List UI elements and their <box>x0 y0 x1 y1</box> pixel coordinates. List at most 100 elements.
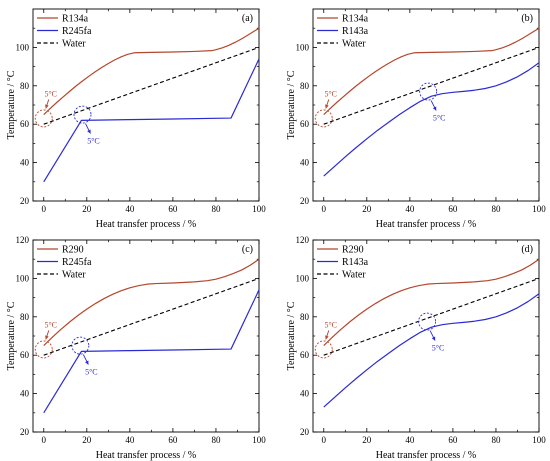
annotation-arrowhead <box>325 104 329 109</box>
series-line-r245fa <box>43 289 260 414</box>
annotation-label: 5°C <box>87 137 100 146</box>
plot-frame <box>32 8 260 202</box>
legend-label-r245fa: R245fa <box>62 257 92 268</box>
pinch-point-circle <box>419 82 438 101</box>
x-tick-label: 100 <box>532 204 546 214</box>
legend-label-r245fa: R245fa <box>62 26 92 37</box>
x-tick-label: 80 <box>491 204 501 214</box>
x-axis-label: Heat transfer process / % <box>96 450 197 461</box>
series-line-r134a <box>43 27 260 116</box>
x-axis-label: Heat transfer process / % <box>96 219 197 230</box>
y-tick-label: 100 <box>296 273 310 283</box>
annotation-label: 5°C <box>433 114 446 123</box>
x-tick-label: 100 <box>532 435 546 445</box>
y-tick-label: 20 <box>300 196 310 206</box>
x-tick-label: 40 <box>125 204 135 214</box>
legend-label-r143a: R143a <box>342 257 369 268</box>
x-tick-label: 60 <box>448 204 458 214</box>
y-tick-label: 40 <box>20 158 30 168</box>
x-tick-label: 40 <box>125 435 135 445</box>
y-tick-label: 120 <box>16 235 30 245</box>
annotation-arrowhead <box>45 104 49 109</box>
panel-label: (c) <box>242 244 253 255</box>
annotation-label: 5°C <box>324 89 337 98</box>
series-line-r290 <box>323 258 540 347</box>
x-tick-label: 100 <box>252 204 266 214</box>
legend-label-water: Water <box>342 39 366 50</box>
x-axis-label: Heat transfer process / % <box>376 450 477 461</box>
annotation-label: 5°C <box>44 89 57 98</box>
legend-label-water: Water <box>62 39 86 50</box>
x-tick-label: 60 <box>168 204 178 214</box>
y-tick-label: 80 <box>300 81 310 91</box>
pinch-point-circle <box>34 340 53 359</box>
x-tick-label: 0 <box>42 204 47 214</box>
y-tick-label: 40 <box>300 158 310 168</box>
y-tick-label: 80 <box>20 312 30 322</box>
y-tick-label: 40 <box>300 389 310 399</box>
annotation-arrowhead <box>431 336 436 341</box>
series-line-water <box>323 277 540 356</box>
x-tick-label: 100 <box>252 435 266 445</box>
y-tick-label: 60 <box>300 350 310 360</box>
y-tick-label: 100 <box>16 42 30 52</box>
y-tick-label: 60 <box>20 350 30 360</box>
legend-label-r143a: R143a <box>342 26 369 37</box>
x-tick-label: 60 <box>448 435 458 445</box>
pinch-point-circle <box>73 105 92 124</box>
y-axis-label: Temperature / °C <box>6 301 17 370</box>
panel-label: (b) <box>521 13 533 24</box>
annotation-label: 5°C <box>44 320 57 329</box>
legend-label-r134a: R134a <box>62 14 89 25</box>
legend-label-r134a: R134a <box>342 14 369 25</box>
x-tick-label: 20 <box>362 204 372 214</box>
annotation-arrowhead <box>432 106 437 111</box>
x-tick-label: 80 <box>211 204 221 214</box>
series-line-r134a <box>323 27 540 116</box>
x-tick-label: 20 <box>82 204 92 214</box>
annotation-label: 5°C <box>432 344 445 353</box>
y-tick-label: 20 <box>300 427 310 437</box>
y-tick-label: 60 <box>20 119 30 129</box>
legend-label-water: Water <box>342 270 366 281</box>
y-tick-label: 120 <box>296 235 310 245</box>
y-axis-label: Temperature / °C <box>6 70 17 139</box>
x-tick-label: 60 <box>168 435 178 445</box>
y-tick-label: 100 <box>16 273 30 283</box>
x-tick-label: 40 <box>405 204 415 214</box>
y-tick-label: 80 <box>20 81 30 91</box>
annotation-arrowhead <box>45 335 49 340</box>
pinch-point-circle <box>314 340 333 359</box>
pinch-point-circle <box>314 109 333 128</box>
y-tick-label: 40 <box>20 389 30 399</box>
x-tick-label: 80 <box>491 435 501 445</box>
x-tick-label: 80 <box>211 435 221 445</box>
y-axis-label: Temperature / °C <box>286 301 297 370</box>
pinch-point-circle <box>71 336 90 355</box>
legend-label-r290: R290 <box>342 245 364 256</box>
series-line-r143a <box>323 293 540 408</box>
pinch-point-circle <box>34 109 53 128</box>
panel-label: (a) <box>242 13 253 24</box>
legend-label-water: Water <box>62 270 86 281</box>
x-tick-label: 20 <box>82 435 92 445</box>
pinch-point-circle <box>418 312 437 331</box>
plot-frame <box>312 8 540 202</box>
x-tick-label: 0 <box>322 435 327 445</box>
legend-label-r290: R290 <box>62 245 84 256</box>
panel-label: (d) <box>521 244 533 255</box>
annotation-arrowhead <box>85 360 89 365</box>
y-tick-label: 100 <box>296 42 310 52</box>
annotation-label: 5°C <box>85 368 98 377</box>
annotation-label: 5°C <box>324 320 337 329</box>
x-tick-label: 0 <box>322 204 327 214</box>
plot-frame <box>312 239 540 433</box>
x-tick-label: 20 <box>362 435 372 445</box>
series-line-water <box>43 46 260 125</box>
x-axis-label: Heat transfer process / % <box>376 219 477 230</box>
